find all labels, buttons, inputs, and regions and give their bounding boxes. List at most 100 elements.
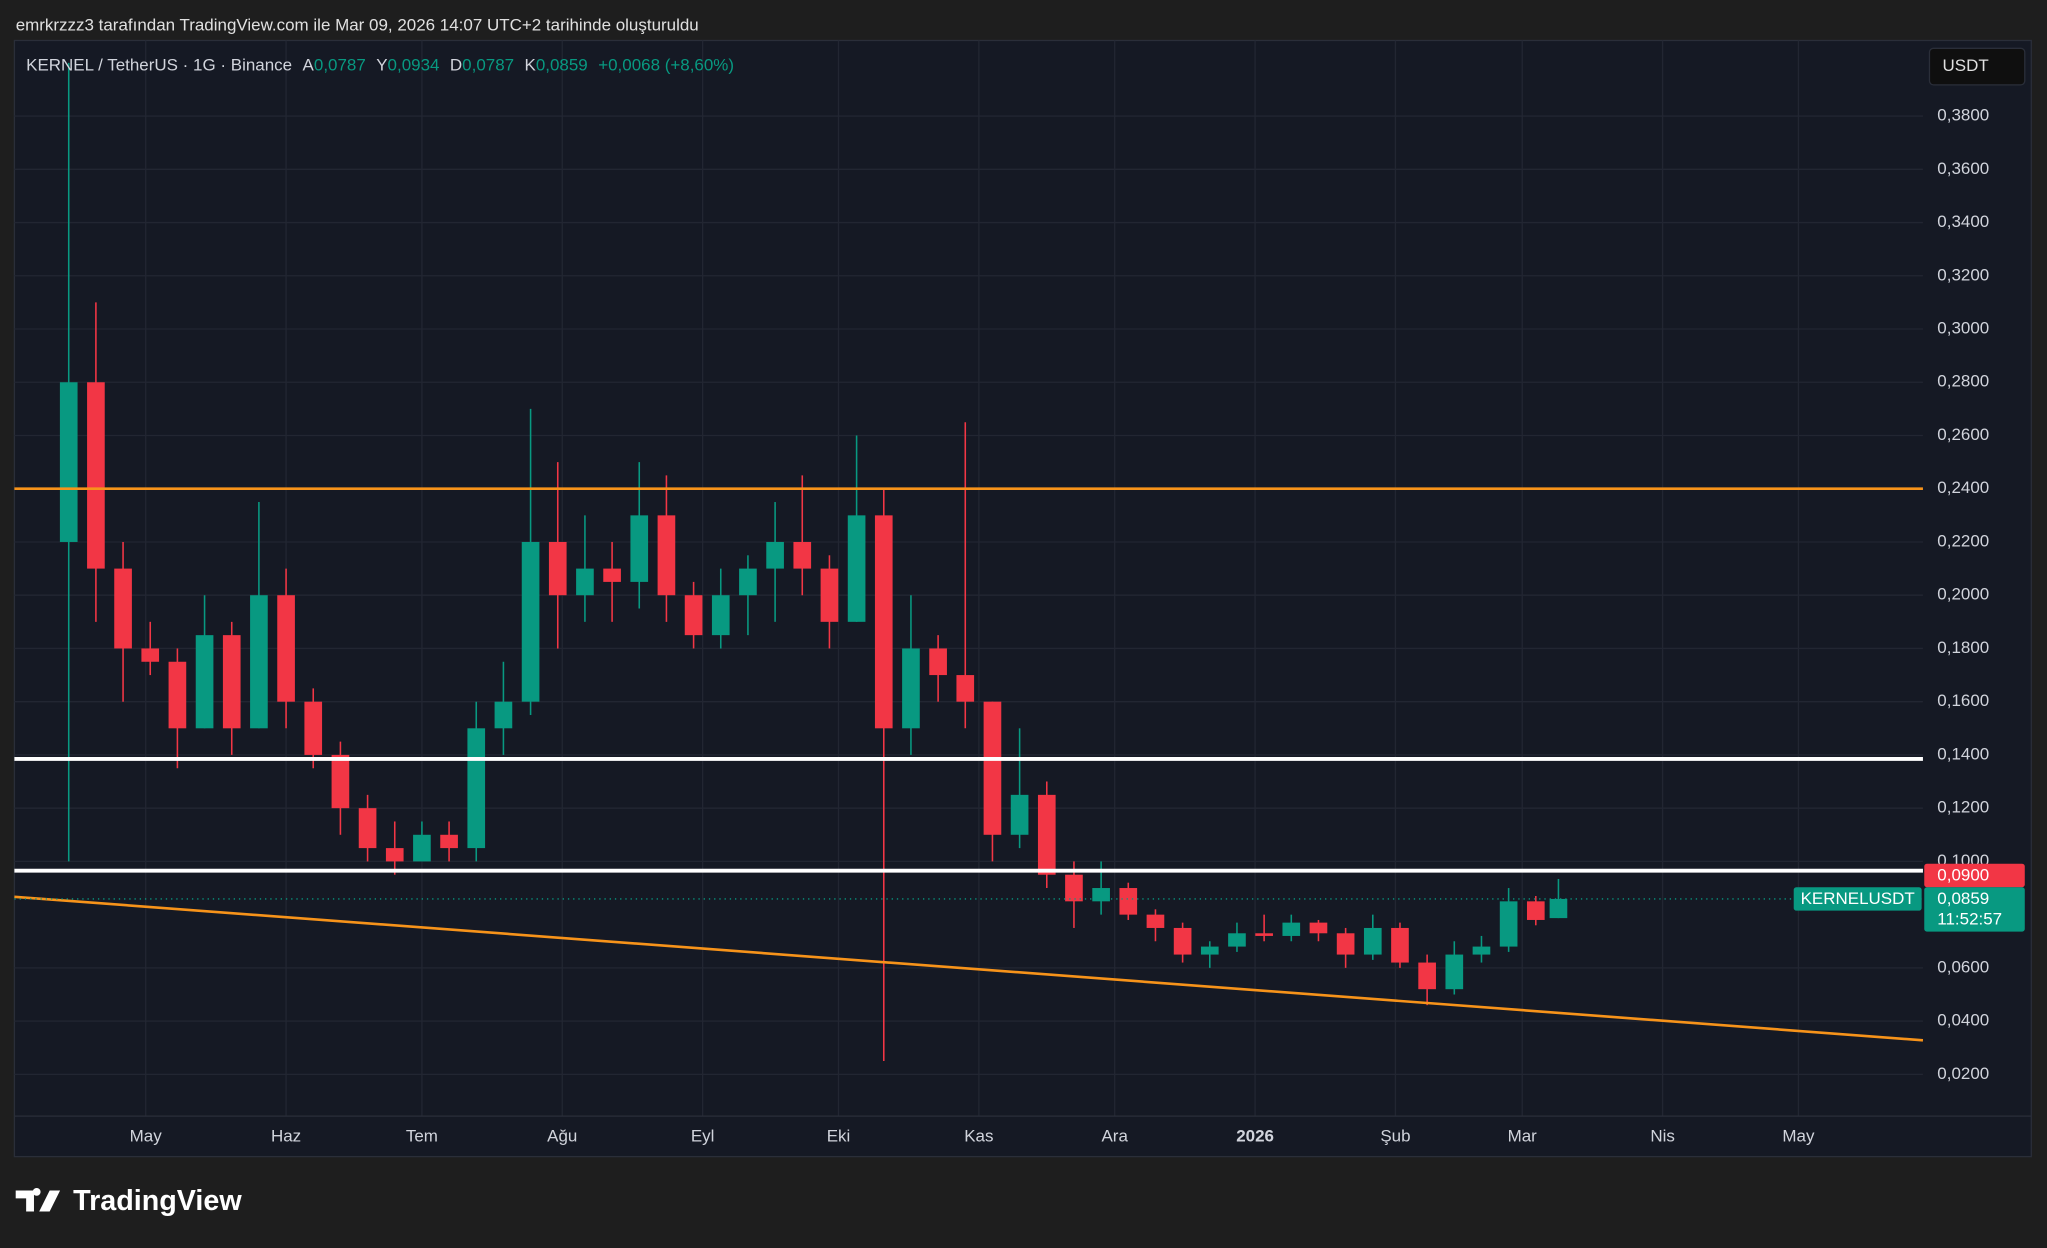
candle-body [684, 595, 703, 636]
y-tick-label: 0,2200 [1937, 531, 1989, 550]
legend-close-label: K [525, 56, 537, 75]
candle-body [331, 754, 350, 809]
currency-button[interactable] [1928, 47, 2026, 86]
candle-body [983, 701, 1002, 835]
candle-body [1200, 946, 1219, 955]
countdown: 11:52:57 [1937, 909, 2002, 928]
candle-body [1119, 888, 1138, 915]
candle-body [630, 515, 649, 582]
x-tick-label: Haz [271, 1127, 301, 1146]
currency[interactable]: USDT [1943, 56, 1989, 75]
y-tick-label: 0,2400 [1937, 478, 1989, 497]
candle-body [385, 848, 404, 862]
candle-body [874, 515, 893, 729]
candle-body [114, 568, 132, 649]
candle-body [413, 834, 431, 862]
legend-change: +0,0068 (+8,60%) [598, 56, 734, 75]
header-text: emrkrzzz3 tarafından TradingView.com ile… [16, 16, 699, 35]
y-tick-label: 0,3600 [1937, 159, 1989, 178]
candle-body [1228, 933, 1246, 947]
y-tick-label: 0,1800 [1937, 638, 1989, 657]
candle-body [548, 541, 567, 596]
candle-body [576, 568, 594, 596]
symbol-tag-bg [1793, 887, 1922, 911]
candle-body [1010, 794, 1029, 835]
y-tick-label: 0,3000 [1937, 319, 1989, 338]
candle-body [467, 728, 486, 849]
y-tick-label: 0,0200 [1937, 1064, 1989, 1083]
candle-body [1445, 954, 1464, 990]
candle-body [494, 701, 513, 729]
candle-body [603, 568, 621, 582]
candle-body [1499, 901, 1518, 947]
candle-body [440, 834, 458, 849]
brand-name: TradingView [73, 1185, 242, 1217]
y-tick-label: 0,2600 [1937, 425, 1989, 444]
candle-body [1255, 933, 1273, 936]
legend: KERNEL / TetherUS · 1G · Binance A0,0787 Y… [26, 56, 734, 75]
x-tick-label: Nis [1650, 1127, 1675, 1146]
candle-body [1363, 927, 1382, 955]
candle-body [1549, 898, 1568, 919]
y-tick-label: 0,2000 [1937, 585, 1989, 604]
legend-close: 0,0859 [536, 56, 588, 75]
legend-high-label: Y [376, 56, 387, 75]
candle-body [1146, 914, 1165, 928]
candle-body [222, 635, 241, 729]
candle-body [902, 648, 920, 729]
x-tick-label: Eyl [691, 1127, 715, 1146]
y-tick-label: 0,1600 [1937, 691, 1989, 710]
x-tick-label: Tem [406, 1127, 438, 1146]
candle-body [59, 382, 78, 542]
candle-body [141, 648, 160, 662]
candle-body [766, 541, 784, 569]
x-tick-label: May [1782, 1127, 1815, 1146]
trendline [14, 895, 1924, 1042]
y-tick-label: 0,1400 [1937, 744, 1989, 763]
candle-body [711, 595, 730, 636]
legend-low: 0,0787 [462, 56, 514, 75]
x-tick-label: 2026 [1236, 1127, 1274, 1146]
candle-body [739, 568, 757, 596]
candle-body [956, 675, 975, 702]
legend-low-label: D [450, 56, 462, 75]
candle-body [1309, 922, 1328, 934]
candle-body [1037, 794, 1056, 875]
candle-body [277, 595, 295, 702]
candle-body [168, 661, 187, 729]
candle-body [358, 808, 377, 849]
candle-body [1391, 927, 1409, 963]
candle-body [847, 515, 866, 622]
candle-body [657, 515, 676, 596]
y-tick-label: 0,3200 [1937, 265, 1989, 284]
x-tick-label: Mar [1508, 1127, 1538, 1146]
candle-body [820, 568, 839, 622]
chart-panel [13, 39, 2032, 1158]
y-tick-label: 0,2800 [1937, 372, 1989, 391]
candle-body [1065, 874, 1083, 902]
plot-area: May Haz Tem Ağu Eyl Eki Kas Ara 2026 Şub Mar Nis May… [14, 40, 2032, 1146]
candle-body [250, 595, 268, 729]
x-tick-label: Kas [964, 1127, 993, 1146]
price-label: 0,0859 [1937, 889, 1989, 908]
candle-body [1472, 946, 1491, 955]
x-tick-label: Ara [1101, 1127, 1128, 1146]
legend-open-label: A [303, 56, 315, 75]
x-tick-label: Ağu [547, 1127, 577, 1146]
brand-logo [15, 1187, 61, 1212]
candle-body [1092, 888, 1110, 902]
candle-body [1282, 922, 1301, 936]
y-tick-label: 0,0600 [1937, 957, 1989, 976]
price-label-bg [1924, 887, 2025, 932]
legend-open: 0,0787 [314, 56, 366, 75]
legend-high: 0,0934 [388, 56, 440, 75]
price-label: 0,0900 [1937, 866, 1989, 885]
x-tick-label: Eki [827, 1127, 851, 1146]
legend-symbol: KERNEL / TetherUS · 1G · Binance [26, 56, 292, 75]
y-tick-label: 0,3800 [1937, 106, 1989, 125]
candle-body [929, 648, 947, 676]
y-tick-label: 0,3400 [1937, 212, 1989, 231]
candle-body [304, 701, 323, 755]
